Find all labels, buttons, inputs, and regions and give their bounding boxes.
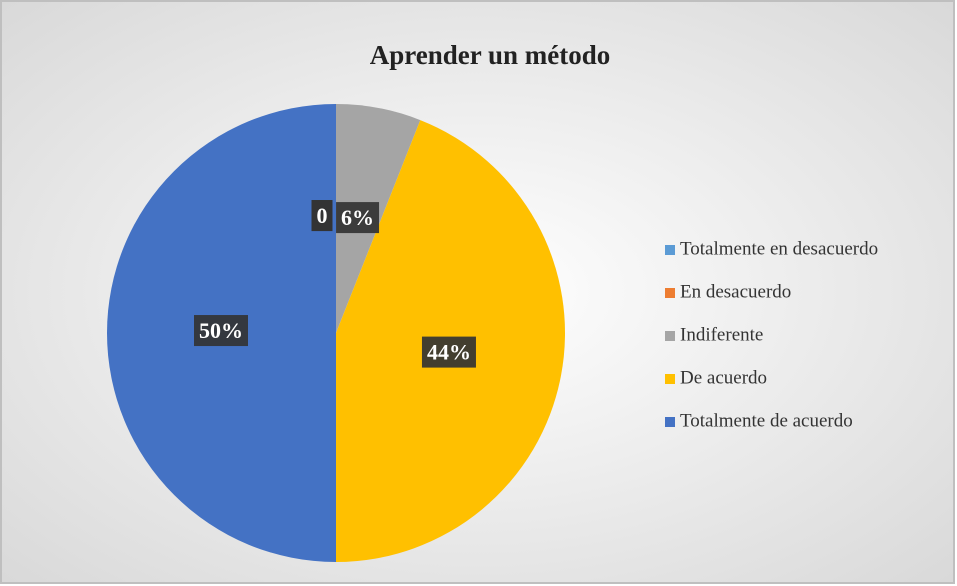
legend-swatch: [665, 245, 675, 255]
data-label-box: [311, 200, 333, 232]
data-label: 50%: [199, 318, 243, 343]
legend-label: Indiferente: [680, 324, 763, 345]
chart-title: Aprender un método: [370, 40, 611, 70]
legend-label: Totalmente en desacuerdo: [680, 238, 878, 259]
legend-label: En desacuerdo: [680, 281, 791, 302]
data-label: 0: [317, 203, 328, 228]
legend-swatch: [665, 331, 675, 341]
data-label: 44%: [427, 340, 471, 365]
data-label-box: [336, 202, 380, 234]
legend-swatch: [665, 288, 675, 298]
legend-label: Totalmente de acuerdo: [680, 410, 853, 431]
data-label-box: [194, 315, 248, 347]
legend-swatch: [665, 374, 675, 384]
data-label-box: [421, 336, 476, 368]
legend-swatch: [665, 417, 675, 427]
legend-label: De acuerdo: [680, 367, 767, 388]
data-label: 6%: [341, 205, 374, 230]
